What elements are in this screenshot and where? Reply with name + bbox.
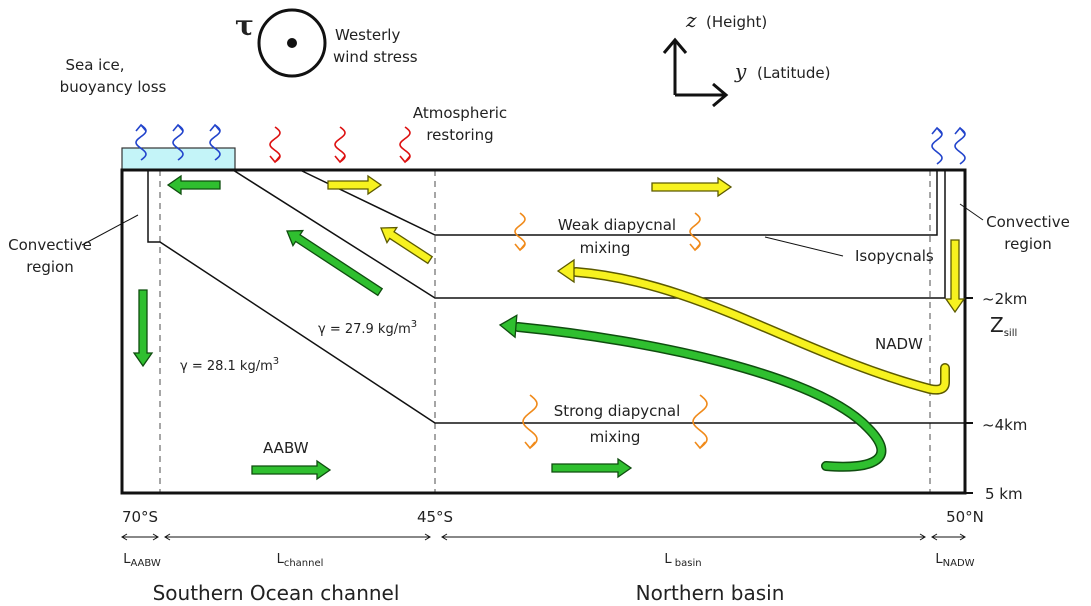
- wavy-arrowhead: [334, 155, 346, 164]
- depth-label: ~4km: [982, 416, 1027, 434]
- density-sup: 3: [411, 319, 417, 330]
- density-text: γ = 27.9 kg/m: [318, 322, 411, 337]
- flow-arrow: [286, 229, 384, 297]
- wavy-arrowhead: [954, 126, 966, 135]
- density-label: γ = 28.1 kg/m3: [180, 356, 279, 374]
- flow-arrow: [944, 239, 966, 314]
- wavy-arrowhead: [694, 441, 706, 450]
- region-label: Southern Ocean channel: [153, 581, 400, 605]
- strong-mixing-label: Strong diapycnal: [554, 402, 681, 420]
- wavy-arrowhead: [172, 123, 184, 132]
- length-main: L: [277, 552, 285, 567]
- depth-label: 5 km: [985, 485, 1023, 503]
- weak-mixing-label: mixing: [580, 239, 631, 257]
- wavy-arrowhead: [689, 243, 701, 252]
- y-arrowhead: [712, 82, 729, 108]
- flow-arrow: [551, 457, 633, 479]
- wind-label: Westerly: [335, 26, 400, 44]
- convective-right-label: region: [1004, 235, 1051, 253]
- atmospheric-label: restoring: [426, 126, 493, 144]
- y-symbol: y: [734, 59, 747, 83]
- z-label: (Height): [706, 13, 767, 31]
- span-head: [441, 533, 448, 541]
- wind-dot: [287, 38, 297, 48]
- wavy-arrow: [689, 212, 701, 251]
- convective-right-label: Convective: [986, 213, 1070, 231]
- isopycnal: [147, 170, 965, 424]
- ocean-box: [120, 168, 967, 495]
- span-head: [121, 533, 128, 541]
- weak-mixing-label: Weak diapycnal: [558, 216, 676, 234]
- leader-line: [764, 236, 844, 257]
- zsill-sub: sill: [1004, 328, 1018, 339]
- aabw-label: AABW: [263, 439, 309, 457]
- span-head: [152, 533, 159, 541]
- wind-circle: [257, 8, 327, 78]
- sea-ice-label: Sea ice,: [65, 56, 124, 74]
- wavy-arrowhead: [209, 123, 221, 132]
- density-text: γ = 28.1 kg/m: [180, 359, 273, 374]
- wind-label: wind stress: [333, 48, 418, 66]
- span-head: [959, 533, 966, 541]
- wavy-arrowhead: [514, 243, 526, 252]
- y-label: (Latitude): [757, 64, 830, 82]
- length-sub: AABW: [130, 558, 160, 569]
- z-arrowhead: [662, 37, 688, 54]
- convective-left-label: region: [26, 258, 73, 276]
- wavy-arrowhead: [399, 155, 411, 164]
- span-head: [919, 533, 926, 541]
- flow-arrow: [327, 174, 383, 196]
- latitude-label: 45°S: [417, 508, 453, 526]
- depth-label: ~2km: [982, 290, 1027, 308]
- length-label: Lchannel: [277, 552, 324, 569]
- wavy-arrow: [692, 394, 708, 449]
- wavy-arrow: [514, 212, 526, 251]
- flow-arrow: [251, 459, 332, 481]
- flow-curve: [572, 268, 949, 394]
- length-main: L: [664, 552, 672, 567]
- length-sub: basin: [672, 558, 702, 569]
- wavy-arrow: [522, 394, 538, 449]
- length-main: L: [123, 552, 131, 567]
- wavy-arrowhead: [269, 155, 281, 164]
- length-label: L basin: [664, 552, 701, 569]
- isopycnal: [299, 169, 938, 236]
- latitude-label: 50°N: [946, 508, 984, 526]
- convective-left-label: Convective: [8, 236, 92, 254]
- span-head: [931, 533, 938, 541]
- flow-arrow: [132, 289, 154, 368]
- flow-curve: [514, 323, 885, 471]
- zsill-label: Zsill: [990, 313, 1017, 339]
- latitude-label: 70°S: [122, 508, 158, 526]
- zsill-main: Z: [990, 313, 1004, 337]
- flow-curve-head: [498, 314, 518, 339]
- isopycnals-label: Isopycnals: [855, 247, 934, 265]
- tau-symbol: τ: [235, 9, 254, 42]
- region-label: Northern basin: [636, 581, 785, 605]
- length-label: LNADW: [935, 552, 974, 569]
- leader-line: [959, 203, 984, 221]
- atmospheric-label: Atmospheric: [413, 104, 507, 122]
- strong-mixing-label: mixing: [590, 428, 641, 446]
- span-head: [424, 533, 431, 541]
- flow-arrow: [380, 226, 434, 265]
- length-sub: NADW: [943, 558, 975, 569]
- wavy-arrowhead: [931, 126, 943, 135]
- density-label: γ = 27.9 kg/m3: [318, 319, 417, 337]
- flow-arrow: [651, 176, 733, 198]
- density-sup: 3: [273, 356, 279, 367]
- nadw-label: NADW: [875, 335, 923, 353]
- length-label: LAABW: [123, 552, 161, 569]
- span-head: [164, 533, 171, 541]
- length-sub: channel: [284, 558, 324, 569]
- wavy-arrowhead: [135, 123, 147, 132]
- wavy-arrowhead: [524, 441, 536, 450]
- sea-ice-label: buoyancy loss: [60, 78, 167, 96]
- flow-arrow: [166, 174, 221, 196]
- leader-line: [81, 214, 139, 246]
- flow-curve-head: [556, 258, 575, 284]
- z-symbol: z: [685, 8, 697, 32]
- length-main: L: [935, 552, 943, 567]
